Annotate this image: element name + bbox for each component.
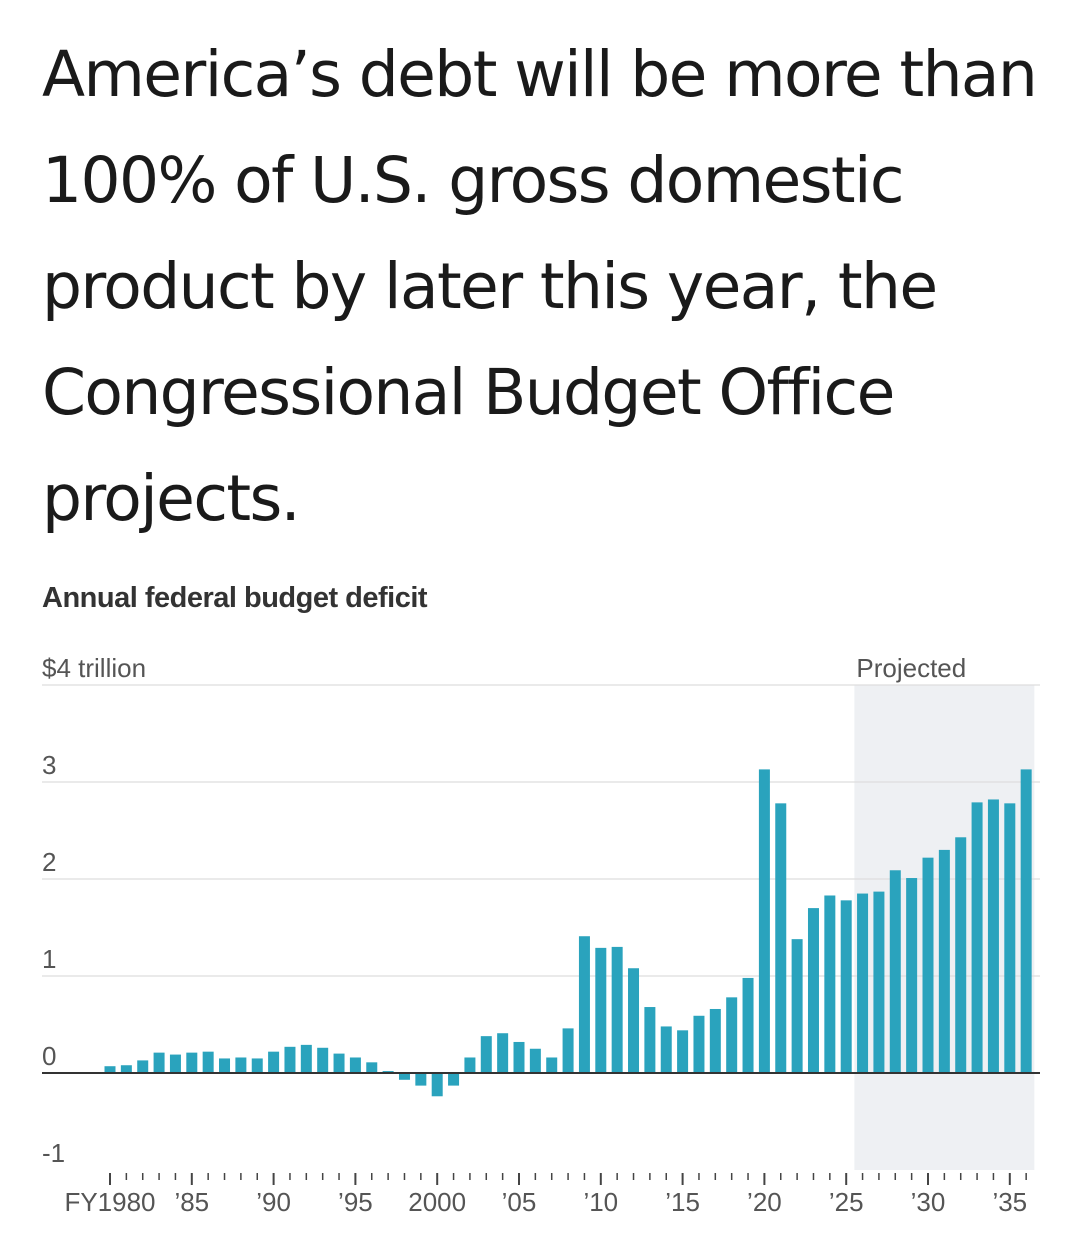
bar-2032 (955, 837, 967, 1073)
y-tick-label: -1 (42, 1138, 65, 1168)
deficit-chart: -1 0 1 2 3 $4 trillion FY1980 ’85 ’90 ’95 2000 ’05… (42, 653, 1040, 1217)
bar-2023 (807, 908, 819, 1073)
x-tick-label: ’15 (665, 1187, 700, 1217)
y-tick-label: 3 (42, 750, 56, 780)
bar-2016 (693, 1015, 705, 1073)
bar-2030 (922, 857, 934, 1073)
bar-2010 (595, 947, 607, 1073)
bar-1993 (317, 1047, 329, 1073)
y-axis-labels: -1 0 1 2 3 $4 trillion (42, 653, 146, 1168)
bar-1991 (284, 1046, 296, 1073)
bar-1980 (104, 1066, 116, 1073)
bar-2014 (660, 1026, 672, 1073)
projected-label: Projected (856, 653, 966, 683)
x-tick-label: FY1980 (64, 1187, 155, 1217)
bar-2033 (971, 802, 983, 1073)
bar-2021 (775, 803, 787, 1073)
bar-2012 (628, 968, 640, 1073)
x-tick-label: ’35 (992, 1187, 1027, 1217)
bar-1983 (153, 1052, 165, 1073)
bar-2020 (758, 769, 770, 1073)
bar-1992 (300, 1044, 312, 1073)
bar-2007 (546, 1057, 558, 1073)
y-unit-label: $4 trillion (42, 653, 146, 683)
bar-2015 (677, 1030, 689, 1073)
x-axis-ticks (109, 1173, 1027, 1185)
bar-2013 (644, 1007, 656, 1073)
bar-2028 (889, 870, 901, 1073)
y-tick-label: 0 (42, 1041, 56, 1071)
bar-2001 (448, 1073, 460, 1086)
bar-1985 (186, 1052, 198, 1073)
bar-1995 (349, 1057, 361, 1073)
bar-2019 (742, 977, 754, 1073)
bars (104, 769, 1032, 1097)
bar-2024 (824, 895, 836, 1073)
bar-2003 (480, 1036, 492, 1073)
bar-2031 (938, 849, 950, 1073)
x-tick-label: 2000 (408, 1187, 466, 1217)
bar-1982 (137, 1060, 149, 1073)
x-tick-label: ’90 (256, 1187, 291, 1217)
bar-2004 (497, 1033, 509, 1073)
bar-2022 (791, 939, 803, 1073)
y-tick-label: 2 (42, 847, 56, 877)
bar-2027 (873, 891, 885, 1073)
bar-2026 (857, 893, 869, 1073)
bar-2002 (464, 1057, 476, 1073)
bar-2000 (431, 1073, 443, 1097)
bar-1998 (398, 1073, 410, 1080)
bar-2029 (906, 878, 918, 1073)
bar-2018 (726, 997, 738, 1073)
bar-1984 (169, 1054, 181, 1073)
bar-1989 (251, 1058, 263, 1073)
x-tick-label: ’25 (829, 1187, 864, 1217)
bar-1981 (120, 1065, 132, 1073)
x-tick-label: ’30 (911, 1187, 946, 1217)
chart-title: Annual federal budget deficit (42, 582, 428, 614)
bar-1990 (268, 1051, 280, 1073)
x-tick-label: ’95 (338, 1187, 373, 1217)
x-tick-label: ’05 (502, 1187, 537, 1217)
bar-2035 (1004, 803, 1016, 1073)
bar-2025 (840, 900, 852, 1073)
bar-1988 (235, 1057, 247, 1073)
bar-2009 (578, 936, 590, 1073)
bar-1994 (333, 1053, 345, 1073)
bar-2034 (987, 799, 999, 1073)
x-tick-label: ’10 (583, 1187, 618, 1217)
x-tick-label: ’20 (747, 1187, 782, 1217)
bar-2036 (1020, 769, 1032, 1073)
x-axis-labels: FY1980 ’85 ’90 ’95 2000 ’05 ’10 ’15 ’20 ’25 ’30 ’35 (64, 1187, 1027, 1217)
bar-1999 (415, 1073, 427, 1086)
bar-2011 (611, 946, 623, 1073)
bar-2008 (562, 1028, 574, 1073)
bar-2017 (709, 1008, 721, 1073)
bar-1996 (366, 1062, 378, 1073)
bar-2005 (513, 1041, 525, 1073)
x-tick-label: ’85 (174, 1187, 209, 1217)
bar-1987 (219, 1058, 231, 1073)
y-tick-label: 1 (42, 944, 56, 974)
headline: America’s debt will be more than 100% of… (42, 38, 1038, 535)
bar-1986 (202, 1051, 214, 1073)
bar-2006 (529, 1048, 541, 1073)
